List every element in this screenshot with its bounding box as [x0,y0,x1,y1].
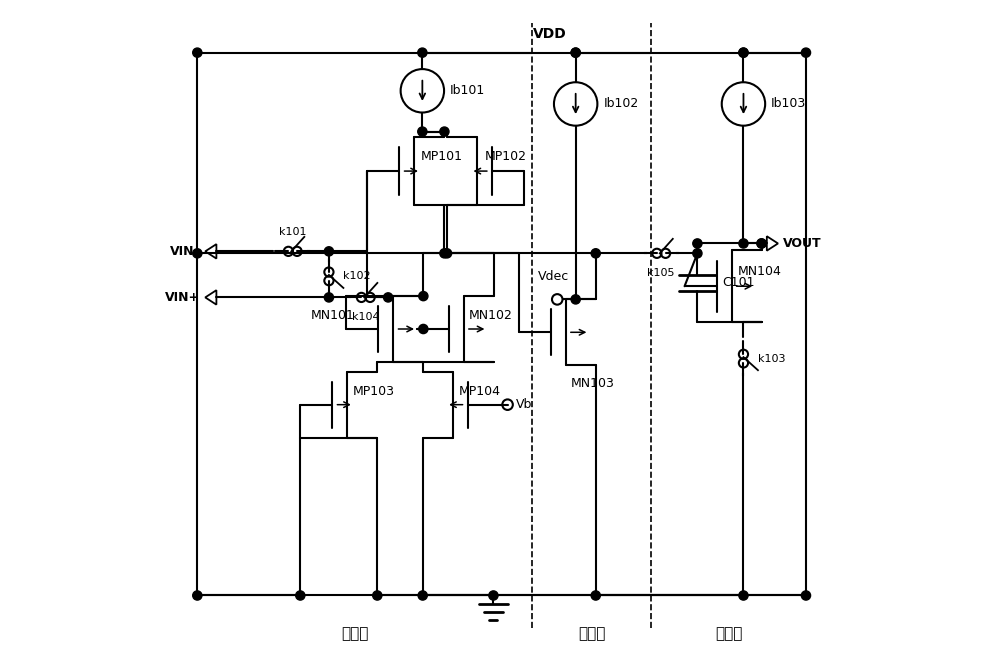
Circle shape [571,48,580,57]
Circle shape [739,48,748,57]
Text: k105: k105 [647,268,675,278]
Circle shape [801,591,811,600]
Circle shape [442,249,452,258]
Circle shape [801,48,811,57]
Text: VOUT: VOUT [783,237,822,250]
Circle shape [440,127,449,136]
Circle shape [757,239,766,248]
Text: Ib102: Ib102 [603,97,639,111]
Circle shape [418,591,427,600]
Text: Vb: Vb [516,398,532,411]
Circle shape [418,127,427,136]
Circle shape [193,48,202,57]
Circle shape [571,295,580,304]
Text: MN103: MN103 [571,377,615,390]
Text: 检测级: 检测级 [578,626,606,642]
Circle shape [739,239,748,248]
Circle shape [324,293,334,302]
Circle shape [324,247,334,256]
Circle shape [440,249,449,258]
Text: 增益级: 增益级 [342,626,369,642]
Text: MP104: MP104 [459,385,501,398]
Circle shape [693,249,702,258]
Circle shape [296,591,305,600]
Text: VIN+: VIN+ [165,291,200,304]
Text: Vdec: Vdec [538,270,570,283]
Text: VIN-: VIN- [170,245,200,258]
Circle shape [193,591,202,600]
Circle shape [384,293,393,302]
Text: MP103: MP103 [353,385,395,398]
Circle shape [419,324,428,334]
Circle shape [571,48,580,57]
Text: MP101: MP101 [421,150,463,163]
Circle shape [418,48,427,57]
Circle shape [591,249,600,258]
Text: k102: k102 [343,271,371,282]
Circle shape [693,239,702,248]
Circle shape [739,48,748,57]
Text: Ib101: Ib101 [450,84,485,97]
Text: MP102: MP102 [485,150,527,163]
Circle shape [419,291,428,301]
Text: k104: k104 [352,312,380,322]
Circle shape [757,239,766,248]
Text: MN104: MN104 [738,265,782,278]
Circle shape [739,591,748,600]
Text: 输出级: 输出级 [715,626,743,642]
Text: C101: C101 [722,276,755,290]
Text: MN101: MN101 [311,309,355,322]
Circle shape [489,591,498,600]
Text: VDD: VDD [532,27,566,41]
Circle shape [591,591,600,600]
Text: MN102: MN102 [469,309,513,322]
Circle shape [373,591,382,600]
Text: k103: k103 [758,353,785,364]
Text: k101: k101 [279,227,306,237]
Text: Ib103: Ib103 [771,97,806,111]
Circle shape [193,249,202,258]
